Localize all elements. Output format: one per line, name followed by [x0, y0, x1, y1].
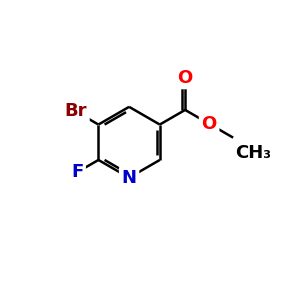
Text: CH₃: CH₃ — [235, 144, 271, 162]
Text: F: F — [71, 163, 83, 181]
Text: Br: Br — [64, 103, 87, 121]
Text: O: O — [202, 115, 217, 133]
Text: O: O — [178, 69, 193, 87]
Text: N: N — [122, 169, 136, 187]
